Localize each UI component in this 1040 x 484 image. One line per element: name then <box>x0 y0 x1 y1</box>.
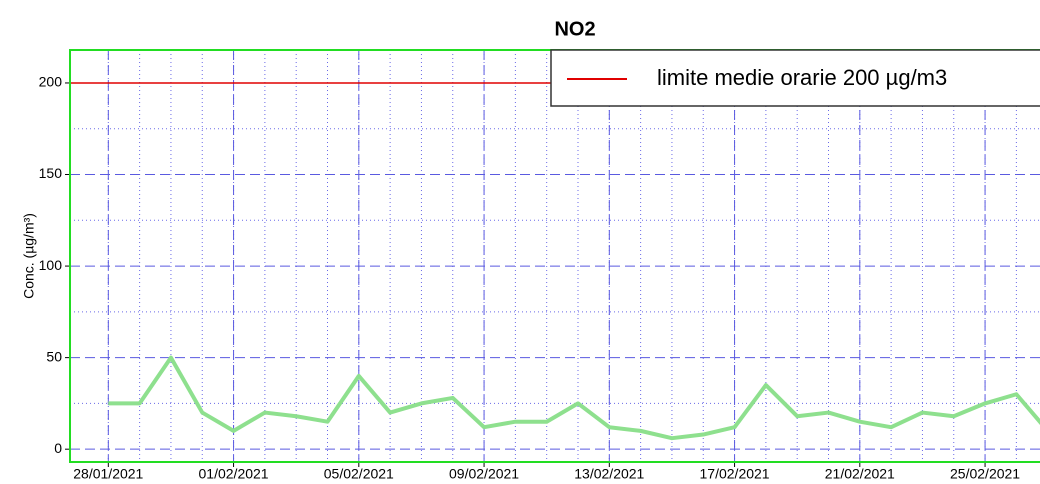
y-tick-label: 150 <box>39 165 63 181</box>
x-tick-label: 09/02/2021 <box>449 466 519 482</box>
legend-label: limite medie orarie 200 µg/m3 <box>657 65 947 90</box>
x-tick-label: 21/02/2021 <box>825 466 895 482</box>
x-tick-label: 28/01/2021 <box>73 466 143 482</box>
x-tick-label: 13/02/2021 <box>574 466 644 482</box>
y-axis-label: Conc. (µg/m³) <box>21 213 37 299</box>
data-line <box>108 355 1040 441</box>
chart-title: NO2 <box>554 18 595 40</box>
x-tick-label: 25/02/2021 <box>950 466 1020 482</box>
y-tick-label: 200 <box>39 74 63 90</box>
x-tick-label: 05/02/2021 <box>324 466 394 482</box>
y-tick-label: 0 <box>54 440 62 456</box>
plot-frame <box>69 49 1040 463</box>
y-tick-label: 50 <box>46 348 62 364</box>
legend-box <box>550 49 1040 107</box>
y-tick-label: 100 <box>39 257 63 273</box>
x-tick-label: 17/02/2021 <box>700 466 770 482</box>
x-tick-label: 01/02/2021 <box>199 466 269 482</box>
